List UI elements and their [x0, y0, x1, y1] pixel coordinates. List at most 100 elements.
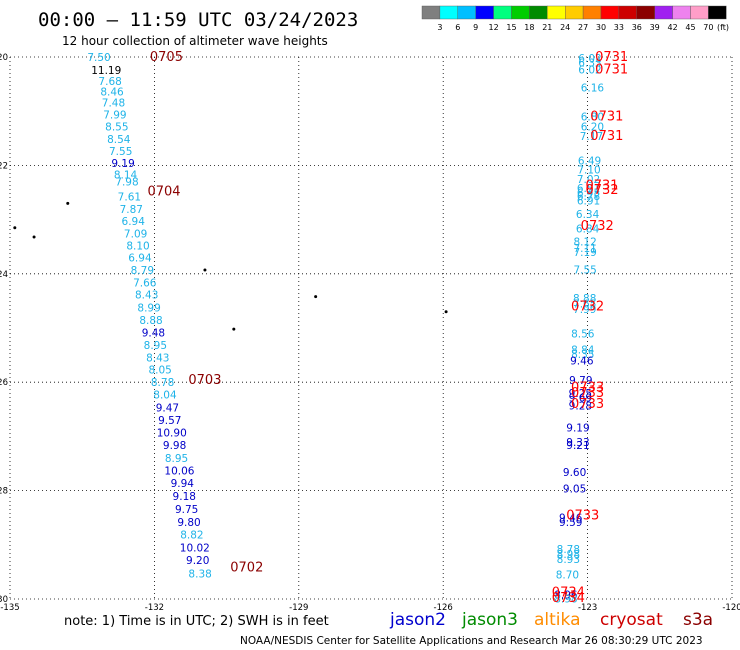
wave-height-value: 9.60 — [563, 467, 586, 479]
color-scale-label: 45 — [685, 23, 695, 32]
wave-height-value: 6.16 — [581, 82, 605, 94]
color-scale-label: 24 — [560, 23, 570, 32]
wave-height-value: 6.49 — [578, 156, 601, 168]
wave-height-value: 11.19 — [91, 65, 121, 77]
color-scale-swatch — [690, 5, 709, 20]
island-marker — [13, 226, 17, 230]
y-tick-label: -24 — [0, 270, 8, 280]
wave-height-value: 9.19 — [566, 423, 589, 435]
satellite-legend-entry: jason2 — [389, 610, 446, 630]
color-scale-swatch — [457, 5, 476, 20]
wave-height-value: 8.56 — [571, 328, 595, 340]
wave-height-value: 7.65 — [573, 299, 596, 311]
color-scale-swatch — [636, 5, 655, 20]
color-scale-label: 30 — [596, 23, 606, 32]
wave-height-value: 7.48 — [102, 98, 125, 110]
color-scale-swatch — [547, 5, 566, 20]
scale-unit: (ft) — [717, 23, 729, 32]
color-scale-label: 70 — [703, 23, 713, 32]
wave-height-value: 6.51 — [577, 183, 600, 195]
wave-height-value: 8.35 — [571, 349, 594, 361]
wave-height-value: 6.34 — [576, 209, 600, 221]
satellite-legend-entry: altika — [534, 610, 581, 630]
wave-height-value: 8.82 — [180, 530, 203, 542]
y-tick-label: -30 — [0, 595, 8, 605]
wave-height-value: 7.98 — [115, 177, 138, 189]
wave-height-value: 8.96 — [554, 590, 578, 602]
wave-height-value: 8.98 — [554, 593, 577, 605]
pass-label: 0731 — [590, 129, 623, 144]
color-scale-swatch — [511, 5, 530, 20]
wave-height-value: 6.94 — [122, 216, 146, 228]
wave-height-value: 7.99 — [573, 304, 596, 316]
color-scale-swatch — [708, 5, 727, 20]
wave-height-value: 9.46 — [559, 513, 583, 525]
wave-height-value: 7.09 — [124, 229, 147, 241]
color-scale-legend: 3 6 9 12 15 18 21 24 27 30 33 36 39 42 45 70 — [421, 5, 727, 32]
wave-height-value: 8.88 — [573, 293, 596, 305]
wave-height-value: 8.78 — [557, 544, 580, 556]
wave-height-value: 8.99 — [137, 302, 160, 314]
color-scale-label: 21 — [542, 23, 552, 32]
color-scale-label: 3 — [437, 23, 442, 32]
pass-label: 0731 — [585, 178, 618, 193]
island-markers — [13, 201, 448, 331]
x-tick-label: -135 — [0, 603, 19, 613]
color-scale-label: 6 — [455, 23, 460, 32]
color-scale-swatch — [600, 5, 620, 20]
wave-height-value: 10.02 — [180, 543, 210, 555]
wave-height-value: 9.69 — [569, 392, 592, 404]
wave-height-value: 9.33 — [566, 437, 589, 449]
wave-height-value: 6.45 — [577, 188, 600, 200]
wave-height-value: 7.02 — [577, 174, 600, 186]
wave-height-value: 9.75 — [175, 504, 198, 516]
color-scale-swatch — [654, 5, 673, 20]
wave-height-value: 7.87 — [120, 204, 143, 216]
color-scale-swatch — [618, 5, 638, 20]
wave-height-value: 7.68 — [98, 76, 121, 88]
pass-label: 0733 — [571, 381, 604, 396]
color-scale-swatch — [493, 5, 512, 20]
x-tick-label: -126 — [434, 603, 453, 613]
color-scale-swatch — [439, 5, 458, 20]
wave-height-value: 9.25 — [569, 388, 592, 400]
wave-height-value: 9.79 — [569, 375, 592, 387]
wave-height-value: 9.20 — [186, 555, 209, 567]
color-scale-swatch — [565, 5, 584, 20]
wave-height-value: 7.17 — [580, 131, 603, 143]
wave-height-value: 7.99 — [103, 109, 126, 121]
wave-height-value: 8.38 — [188, 569, 211, 581]
y-tick-label: -28 — [0, 487, 8, 497]
wave-height-value: 10.06 — [164, 466, 194, 478]
wave-height-value: 9.59 — [559, 517, 582, 529]
wave-height-value: 9.46 — [570, 356, 594, 368]
wave-height-value: 9.98 — [163, 440, 186, 452]
wave-height-value: 8.04 — [153, 390, 177, 402]
pass-label: 0733 — [566, 509, 599, 524]
wave-height-value: 6.84 — [576, 223, 600, 235]
wave-height-value: 6.20 — [581, 121, 604, 133]
x-axis-ticks: -135 -132 -129 -126 -123 -120 — [0, 603, 740, 613]
wave-height-value: 6.78 — [577, 191, 600, 203]
chart-title: 00:00 – 11:59 UTC 03/24/2023 — [38, 9, 358, 31]
wave-height-value: 8.98 — [557, 549, 580, 561]
wave-height-value: 8.79 — [131, 265, 154, 277]
island-marker — [314, 295, 318, 299]
x-tick-label: -129 — [289, 603, 308, 613]
pass-label: 0733 — [571, 386, 604, 401]
wave-height-value: 8.55 — [105, 121, 128, 133]
pass-label: 0731 — [595, 50, 628, 65]
wave-height-value: 7.19 — [573, 247, 596, 259]
pass-label: 0734 — [552, 585, 585, 600]
x-tick-label: -132 — [145, 603, 164, 613]
color-scale-swatch — [529, 5, 548, 20]
pass-label: 0732 — [585, 183, 618, 198]
pass-labels: 0705070407030702073107310731073107310732… — [147, 50, 628, 606]
pass-label: 0732 — [571, 299, 604, 314]
y-axis-ticks: -20 -22 -24 -26 -28 -30 — [0, 53, 8, 605]
wave-height-value: 8.10 — [126, 241, 149, 253]
color-scale-swatch — [421, 5, 441, 20]
wave-height-value: 7.66 — [133, 277, 157, 289]
color-scale-swatch — [475, 5, 494, 20]
island-marker — [232, 327, 236, 331]
